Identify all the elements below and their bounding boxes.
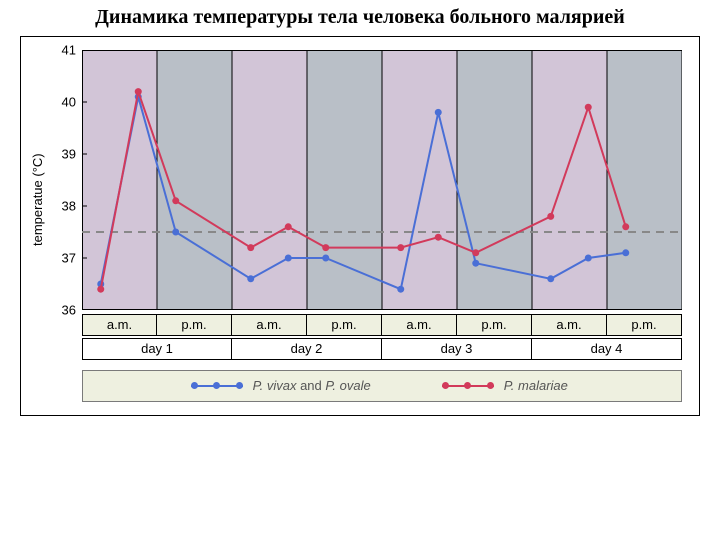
day-cell: day 1 [82, 339, 232, 359]
day-cell: day 2 [232, 339, 382, 359]
ampm-cell: p.m. [157, 315, 232, 335]
ampm-cell: a.m. [532, 315, 607, 335]
legend-label: P. malariae [504, 378, 568, 393]
legend-item: P. malariae [442, 377, 568, 397]
ampm-cell: p.m. [607, 315, 682, 335]
ampm-cell: p.m. [307, 315, 382, 335]
page: Динамика температуры тела человека больн… [0, 0, 720, 540]
chart-figure: temperatue (°C) 363738394041 a.m.p.m.a.m… [20, 36, 700, 416]
y-tick-label: 39 [62, 147, 76, 162]
ampm-cell: a.m. [382, 315, 457, 335]
page-title: Динамика температуры тела человека больн… [0, 0, 720, 29]
ampm-cell: a.m. [232, 315, 307, 335]
y-tick-label: 37 [62, 251, 76, 266]
ampm-cell: a.m. [82, 315, 157, 335]
y-tick-label: 36 [62, 303, 76, 318]
ampm-cell: p.m. [457, 315, 532, 335]
legend-label: P. vivax and P. ovale [253, 378, 371, 393]
day-row: day 1day 2day 3day 4 [82, 338, 682, 360]
ampm-row: a.m.p.m.a.m.p.m.a.m.p.m.a.m.p.m. [82, 314, 682, 336]
y-tick-label: 40 [62, 95, 76, 110]
plot-svg [82, 50, 682, 310]
legend-item: P. vivax and P. ovale [191, 377, 371, 397]
legend-swatch [191, 385, 243, 387]
plot-area: 363738394041 [82, 50, 682, 310]
y-axis-label: temperatue (°C) [30, 153, 45, 246]
y-tick-label: 41 [62, 43, 76, 58]
legend-swatch [442, 385, 494, 387]
legend: P. vivax and P. ovale P. malariae [82, 370, 682, 402]
day-cell: day 3 [382, 339, 532, 359]
day-cell: day 4 [532, 339, 682, 359]
y-tick-label: 38 [62, 199, 76, 214]
